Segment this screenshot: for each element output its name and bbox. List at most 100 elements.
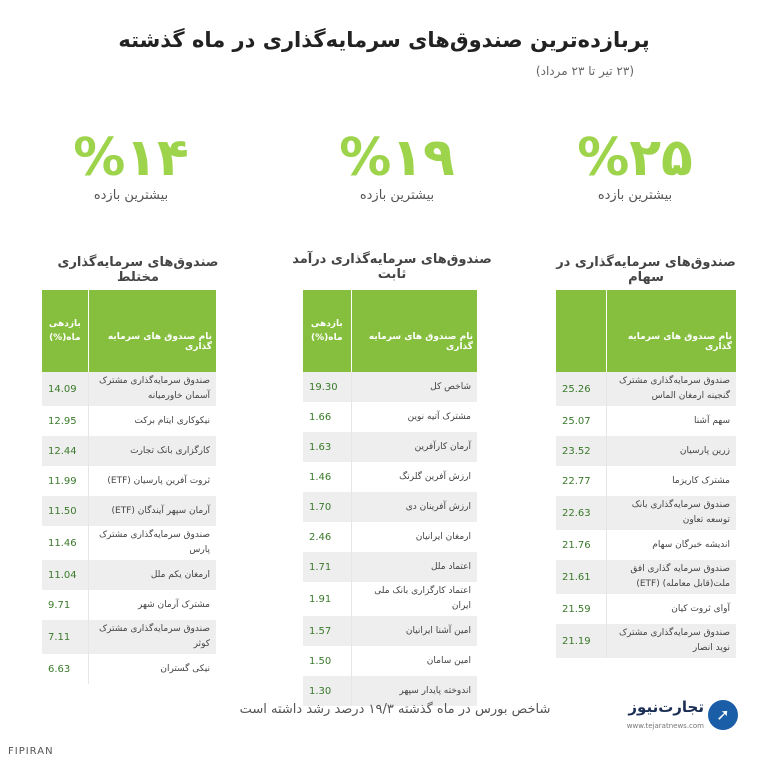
- table-row: مشترک آتیه نوین 1.66: [303, 402, 477, 432]
- column-header-return-line1: بازدهی: [310, 319, 343, 329]
- table-row: صندوق سرمایه‌گذاری مشترک آسمان خاورمیانه…: [42, 372, 216, 406]
- stat-fixed-value: %۱۹: [339, 128, 455, 188]
- fund-return-cell: 11.99: [42, 466, 89, 496]
- table-row: ارمغان یکم ملل 11.04: [42, 560, 216, 590]
- table-row: سهم آشنا 25.07: [556, 406, 736, 436]
- fund-name-cell: آرمان سپهر آیندگان (ETF): [87, 496, 216, 526]
- table-row: آوای ثروت کیان 21.59: [556, 594, 736, 624]
- fund-return-cell: 11.50: [42, 496, 89, 526]
- table-row: مشترک آرمان شهر 9.71: [42, 590, 216, 620]
- fund-return-cell: 6.63: [42, 654, 89, 684]
- table-row: زرین پارسیان 23.52: [556, 436, 736, 466]
- stat-fixed-label: بیشترین بازده: [359, 188, 435, 203]
- table-row: امین سامان 1.50: [303, 646, 477, 676]
- table-row: اندیشه خبرگان سهام 21.76: [556, 530, 736, 560]
- fund-return-cell: 2.46: [303, 522, 352, 552]
- tejaratnews-logo: ➚ تجارت‌نیوز www.tejaratnews.com: [612, 696, 740, 740]
- mixed-funds-table: نام صندوق های سرمایه گذاری بازدهی ماه(%) …: [42, 290, 216, 684]
- table-row: صندوق سرمایه‌گذاری مشترک نوید انصار 21.19: [556, 624, 736, 658]
- table-row: اعتماد کارگزاری بانک ملی ایران 1.91: [303, 582, 477, 616]
- fund-name-cell: ارزش آفرین گلرنگ: [350, 462, 477, 492]
- table-row: ارزش آفرین گلرنگ 1.46: [303, 462, 477, 492]
- fund-name-cell: اعتماد کارگزاری بانک ملی ایران: [350, 582, 477, 616]
- page-title: پربازده‌ترین صندوق‌های سرمایه‌گذاری در م…: [118, 28, 650, 52]
- fund-return-cell: 1.70: [303, 492, 352, 522]
- fund-return-cell: 1.66: [303, 402, 352, 432]
- column-header-name: نام صندوق های سرمایه گذاری: [87, 290, 216, 372]
- table-row: شاخص کل 19.30: [303, 372, 477, 402]
- stat-fixed: %۱۹ بیشترین بازده: [302, 128, 492, 203]
- table-row: صندوق سرمایه گذاری افق ملت(قابل معامله) …: [556, 560, 736, 594]
- fund-name-cell: صندوق سرمایه‌گذاری مشترک کوثر: [87, 620, 216, 654]
- fund-name-cell: ارزش آفرینان دی: [350, 492, 477, 522]
- column-header-return-line2: ماه(%): [49, 333, 81, 343]
- fund-name-cell: صندوق سرمایه‌گذاری مشترک آسمان خاورمیانه: [87, 372, 216, 406]
- fund-return-cell: 19.30: [303, 372, 352, 402]
- fund-return-cell: 21.19: [556, 624, 607, 658]
- stat-stock-value: %۲۵: [577, 128, 693, 188]
- table-row: ثروت آفرین پارسیان (ETF) 11.99: [42, 466, 216, 496]
- fund-return-cell: 1.30: [303, 676, 352, 706]
- table-row: صندوق سرمایه‌گذاری مشترک گنجینه ارمغان ا…: [556, 372, 736, 406]
- column-header-return: [556, 290, 607, 372]
- fund-name-cell: امین سامان: [350, 646, 477, 676]
- stat-mixed-label: بیشترین بازده: [93, 188, 169, 203]
- table-row: نیکی گستران 6.63: [42, 654, 216, 684]
- table-row: صندوق سرمایه‌گذاری مشترک کوثر 7.11: [42, 620, 216, 654]
- table-row: اعتماد ملل 1.71: [303, 552, 477, 582]
- stat-stock-label: بیشترین بازده: [597, 188, 673, 203]
- table-row: آرمان کارآفرین 1.63: [303, 432, 477, 462]
- table-row: کارگزاری بانک تجارت 12.44: [42, 436, 216, 466]
- fund-return-cell: 1.46: [303, 462, 352, 492]
- table-row: آرمان سپهر آیندگان (ETF) 11.50: [42, 496, 216, 526]
- fund-return-cell: 1.91: [303, 582, 352, 616]
- logo-url: www.tejaratnews.com: [626, 722, 704, 730]
- fund-return-cell: 11.46: [42, 526, 89, 560]
- table-row: ارزش آفرینان دی 1.70: [303, 492, 477, 522]
- fund-name-cell: صندوق سرمایه‌گذاری مشترک نوید انصار: [605, 624, 736, 658]
- fund-name-cell: ثروت آفرین پارسیان (ETF): [87, 466, 216, 496]
- table-row: نیکوکاری ایتام برکت 12.95: [42, 406, 216, 436]
- fund-name-cell: کارگزاری بانک تجارت: [87, 436, 216, 466]
- fund-name-cell: اندوخته پایدار سپهر: [350, 676, 477, 706]
- column-header-return-line1: بازدهی: [48, 319, 81, 329]
- table-row: مشترک کاریزما 22.77: [556, 466, 736, 496]
- section-title-fixed: صندوق‌های سرمایه‌گذاری درآمد ثابت: [292, 252, 492, 282]
- table-row: امین آشنا ایرانیان 1.57: [303, 616, 477, 646]
- fund-return-cell: 12.44: [42, 436, 89, 466]
- fund-name-cell: زرین پارسیان: [605, 436, 736, 466]
- column-header-return-line2: ماه(%): [311, 333, 343, 343]
- stat-mixed: %۱۴ بیشترین بازده: [36, 128, 226, 203]
- section-title-mixed: صندوق‌های سرمایه‌گذاری مختلط: [57, 255, 219, 285]
- fund-return-cell: 1.63: [303, 432, 352, 462]
- fund-name-cell: مشترک کاریزما: [605, 466, 736, 496]
- table-row: اندوخته پایدار سپهر 1.30: [303, 676, 477, 706]
- fixed-income-funds-table: نام صندوق های سرمایه گذاری بازدهی ماه(%) …: [303, 290, 477, 706]
- fund-name-cell: اندیشه خبرگان سهام: [605, 530, 736, 560]
- fund-name-cell: صندوق سرمایه گذاری افق ملت(قابل معامله) …: [605, 560, 736, 594]
- fund-name-cell: صندوق سرمایه‌گذاری مشترک پارس: [87, 526, 216, 560]
- fund-return-cell: 11.04: [42, 560, 89, 590]
- stat-stock: %۲۵ بیشترین بازده: [540, 128, 730, 203]
- table-row: صندوق سرمایه‌گذاری مشترک پارس 11.46: [42, 526, 216, 560]
- logo-name: تجارت‌نیوز: [628, 698, 704, 716]
- fund-name-cell: اعتماد ملل: [350, 552, 477, 582]
- fund-name-cell: ارمغان ایرانیان: [350, 522, 477, 552]
- fund-return-cell: 1.57: [303, 616, 352, 646]
- fund-return-cell: 21.76: [556, 530, 607, 560]
- fund-return-cell: 12.95: [42, 406, 89, 436]
- fund-name-cell: آرمان کارآفرین: [350, 432, 477, 462]
- fund-name-cell: صندوق سرمایه‌گذاری بانک توسعه تعاون: [605, 496, 736, 530]
- fund-return-cell: 1.50: [303, 646, 352, 676]
- table-row: ارمغان ایرانیان 2.46: [303, 522, 477, 552]
- stock-funds-table: نام صندوق های سرمایه گذاری صندوق سرمایه‌…: [556, 290, 736, 658]
- fund-name-cell: صندوق سرمایه‌گذاری مشترک گنجینه ارمغان ا…: [605, 372, 736, 406]
- table-row: صندوق سرمایه‌گذاری بانک توسعه تعاون 22.63: [556, 496, 736, 530]
- fund-name-cell: امین آشنا ایرانیان: [350, 616, 477, 646]
- fund-name-cell: سهم آشنا: [605, 406, 736, 436]
- date-range-subtitle: (۲۳ تیر تا ۲۳ مرداد): [535, 64, 634, 78]
- column-header-name: نام صندوق های سرمایه گذاری: [605, 290, 736, 372]
- fund-name-cell: مشترک آتیه نوین: [350, 402, 477, 432]
- fund-name-cell: شاخص کل: [350, 372, 477, 402]
- fund-return-cell: 21.59: [556, 594, 607, 624]
